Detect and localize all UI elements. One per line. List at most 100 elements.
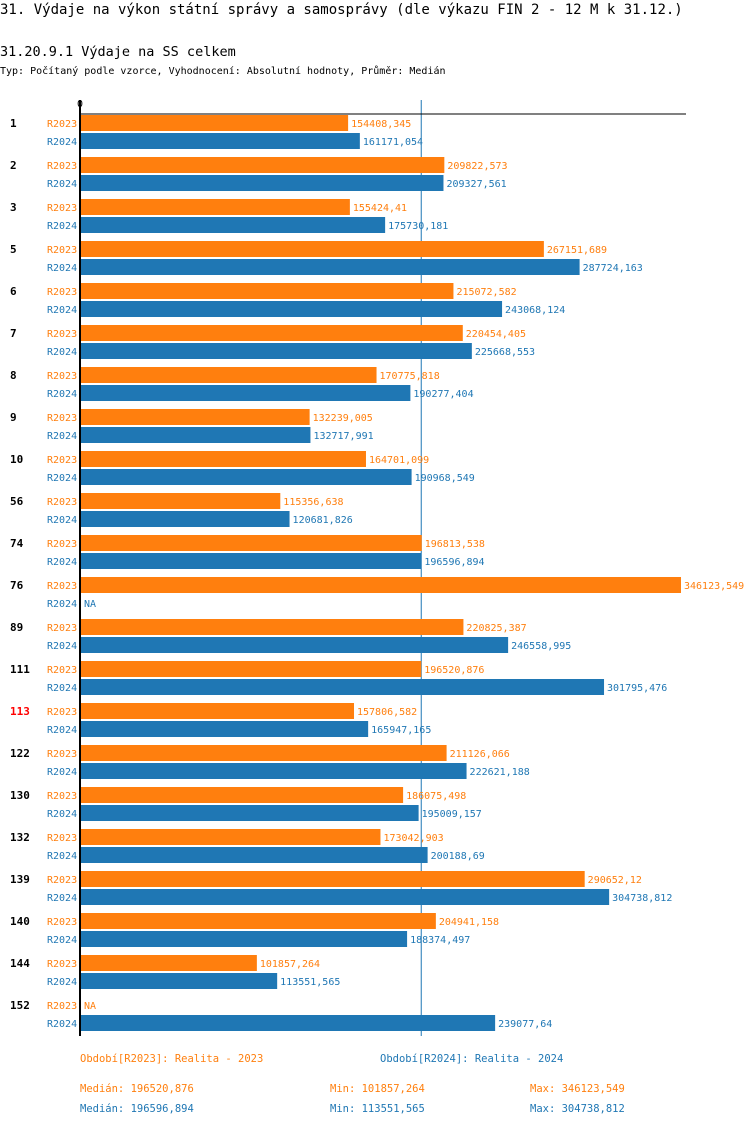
data-label: 157806,582 (357, 707, 417, 718)
data-label: 173042,903 (383, 833, 443, 844)
data-label: 220825,387 (466, 623, 526, 634)
category-label: 89 (10, 621, 23, 634)
data-label: 113551,565 (280, 977, 340, 988)
bar-R2023-140 (80, 913, 436, 929)
series-label: R2023 (47, 245, 77, 256)
data-label: 267151,689 (547, 245, 607, 256)
bar-R2023-139 (80, 871, 585, 887)
bar-R2023-132 (80, 829, 381, 845)
bar-R2024-9 (80, 427, 311, 443)
category-label: 9 (10, 411, 17, 424)
bar-R2024-10 (80, 469, 412, 485)
bar-R2023-144 (80, 955, 257, 971)
data-label: 211126,066 (450, 749, 510, 760)
bar-R2024-140 (80, 931, 408, 947)
series-label: R2023 (47, 791, 77, 802)
data-label: 243068,124 (505, 305, 565, 316)
series-label: R2023 (47, 413, 77, 424)
indicator-info: Typ: Počítaný podle vzorce, Vyhodnocení:… (0, 66, 446, 77)
bar-R2023-7 (80, 325, 463, 341)
data-label: 164701,099 (369, 455, 429, 466)
bar-R2023-2 (80, 157, 445, 173)
category-label: 113 (10, 705, 30, 718)
data-label: 287724,163 (583, 263, 643, 274)
data-label: 215072,582 (456, 287, 516, 298)
category-label: 132 (10, 831, 30, 844)
series-label: R2023 (47, 833, 77, 844)
bar-R2023-130 (80, 787, 404, 803)
bar-R2023-89 (80, 619, 464, 635)
series-label: R2023 (47, 287, 77, 298)
bar-R2024-2 (80, 175, 444, 191)
category-label: 74 (10, 537, 24, 550)
legend-r2023: Období[R2023]: Realita - 2023 (80, 1053, 264, 1065)
bar-R2024-152 (80, 1015, 496, 1031)
series-label: R2023 (47, 497, 77, 508)
series-label: R2024 (47, 263, 77, 274)
category-label: 152 (10, 999, 30, 1012)
series-label: R2023 (47, 749, 77, 760)
data-label: 220454,405 (466, 329, 526, 340)
series-label: R2023 (47, 875, 77, 886)
data-label: 120681,826 (293, 515, 353, 526)
legend-r2024: Období[R2024]: Realita - 2024 (380, 1053, 564, 1065)
bar-R2023-111 (80, 661, 422, 677)
data-label: 186075,498 (406, 791, 466, 802)
data-label: 155424,41 (353, 203, 407, 214)
series-label: R2024 (47, 851, 77, 862)
data-label: 154408,345 (351, 119, 411, 130)
data-label: 290652,12 (588, 875, 642, 886)
na-label: NA (84, 1001, 96, 1012)
bar-R2024-7 (80, 343, 472, 359)
bar-R2023-113 (80, 703, 355, 719)
series-label: R2024 (47, 305, 77, 316)
data-label: 304738,812 (612, 893, 672, 904)
category-label: 10 (10, 453, 23, 466)
bar-R2023-76 (80, 577, 681, 593)
category-label: 122 (10, 747, 30, 760)
data-label: 222621,188 (470, 767, 530, 778)
median-r2024: Medián: 196596,894 (80, 1103, 194, 1115)
bar-R2023-122 (80, 745, 447, 761)
bar-R2023-8 (80, 367, 377, 383)
category-label: 7 (10, 327, 17, 340)
series-label: R2023 (47, 119, 77, 130)
bar-R2024-74 (80, 553, 422, 569)
data-label: 301795,476 (607, 683, 667, 694)
data-label: 175730,181 (388, 221, 448, 232)
bar-R2024-130 (80, 805, 419, 821)
bar-R2024-113 (80, 721, 369, 737)
category-label: 130 (10, 789, 30, 802)
max-r2024: Max: 304738,812 (530, 1103, 625, 1115)
data-label: 190277,404 (413, 389, 473, 400)
data-label: 195009,157 (422, 809, 482, 820)
data-label: 165947,165 (371, 725, 431, 736)
bar-R2023-6 (80, 283, 454, 299)
series-label: R2023 (47, 959, 77, 970)
category-label: 5 (10, 243, 17, 256)
na-label: NA (84, 599, 96, 610)
series-label: R2024 (47, 347, 77, 358)
category-label: 139 (10, 873, 30, 886)
data-label: 246558,995 (511, 641, 571, 652)
data-label: 225668,553 (475, 347, 535, 358)
data-label: 132239,005 (313, 413, 373, 424)
series-label: R2024 (47, 137, 77, 148)
series-label: R2023 (47, 539, 77, 550)
category-label: 56 (10, 495, 24, 508)
bar-R2023-1 (80, 115, 349, 131)
bar-R2024-56 (80, 511, 290, 527)
series-label: R2024 (47, 599, 77, 610)
data-label: 115356,638 (283, 497, 343, 508)
data-label: 101857,264 (260, 959, 320, 970)
series-label: R2024 (47, 431, 77, 442)
data-label: 190968,549 (415, 473, 475, 484)
bar-R2024-144 (80, 973, 278, 989)
bar-R2024-132 (80, 847, 428, 863)
series-label: R2023 (47, 1001, 77, 1012)
min-r2023: Min: 101857,264 (330, 1083, 425, 1095)
bar-R2024-1 (80, 133, 360, 149)
series-label: R2024 (47, 641, 77, 652)
series-label: R2024 (47, 725, 77, 736)
category-label: 2 (10, 159, 17, 172)
